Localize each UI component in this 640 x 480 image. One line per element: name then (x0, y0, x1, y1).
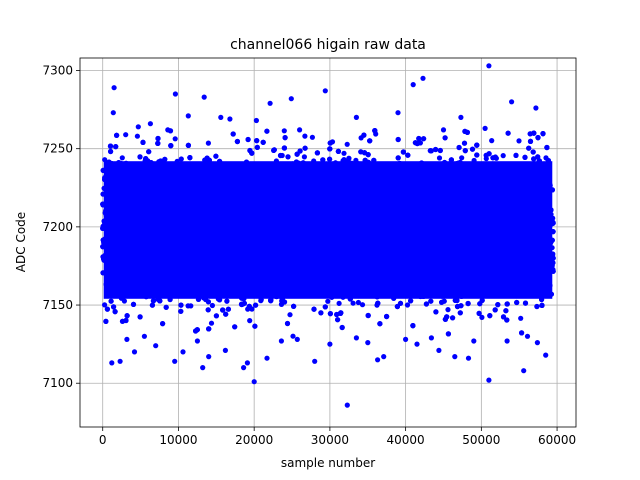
scatter-point (134, 133, 140, 139)
scatter-point (119, 155, 125, 161)
scatter-point (302, 133, 308, 139)
scatter-point (355, 299, 361, 306)
scatter-point (479, 314, 485, 320)
scatter-point (341, 150, 347, 156)
scatter-point (500, 153, 506, 159)
scatter-point (489, 138, 495, 144)
scatter-point (344, 141, 350, 147)
scatter-point (102, 157, 108, 163)
scatter-point (281, 128, 287, 134)
scatter-point (436, 155, 443, 161)
scatter-point (445, 307, 451, 313)
scatter-point (336, 300, 342, 306)
scatter-point (309, 134, 315, 140)
scatter-point (102, 302, 108, 308)
scatter-point (205, 140, 211, 146)
scatter-point (350, 300, 356, 306)
scatter-point (518, 315, 524, 321)
scatter-point (290, 333, 296, 339)
scatter-point (301, 154, 307, 160)
scatter-point (287, 312, 293, 318)
scatter-point (359, 302, 366, 308)
scatter-point (516, 138, 522, 144)
scatter-point (185, 303, 191, 309)
scatter-point (208, 320, 215, 326)
scatter-point (247, 318, 253, 324)
scatter-point (209, 302, 215, 309)
scatter-point (123, 132, 129, 138)
scatter-point (325, 298, 331, 304)
scatter-point (459, 155, 465, 161)
scatter-point (404, 302, 411, 308)
scatter-point (178, 156, 184, 162)
points-layer (100, 63, 556, 408)
scatter-point (172, 136, 178, 142)
